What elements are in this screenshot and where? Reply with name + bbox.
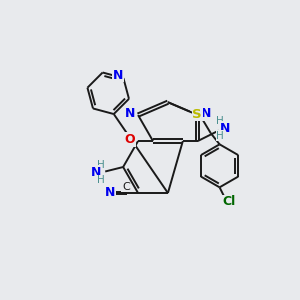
Text: H: H [97, 160, 105, 170]
Text: N: N [104, 187, 115, 200]
Text: N: N [91, 166, 101, 178]
Text: S: S [192, 108, 202, 121]
Text: N: N [201, 107, 211, 120]
Text: O: O [124, 133, 135, 146]
Text: Cl: Cl [223, 195, 236, 208]
Text: H: H [97, 175, 105, 185]
Text: N: N [124, 107, 135, 120]
Text: H: H [216, 131, 224, 141]
Text: N: N [113, 69, 123, 82]
Text: H: H [216, 116, 224, 126]
Text: C: C [122, 182, 130, 192]
Text: N: N [220, 122, 230, 135]
